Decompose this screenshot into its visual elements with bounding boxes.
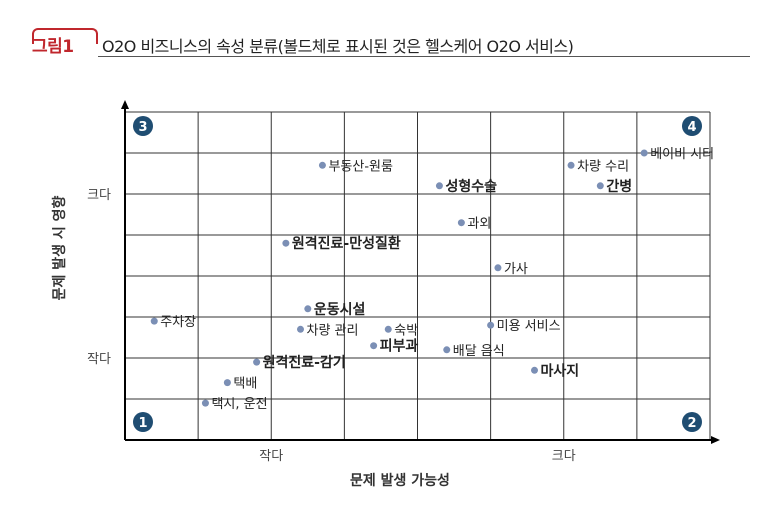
- data-point: [457, 219, 465, 227]
- data-point: [297, 325, 304, 333]
- data-point: [443, 346, 451, 354]
- data-point-label: 원격진료-만성질환: [292, 235, 401, 252]
- data-point: [531, 366, 538, 374]
- data-point: [640, 149, 648, 157]
- figure-tag: 그림1: [32, 37, 74, 57]
- quadrant-badge-label: 4: [687, 120, 696, 135]
- data-point-label: 마사지: [541, 363, 580, 379]
- quadrant-badge-label: 2: [687, 416, 696, 431]
- data-point: [253, 358, 261, 366]
- data-point: [318, 161, 326, 169]
- data-point: [487, 321, 495, 329]
- data-point: [150, 317, 158, 325]
- data-point-label: 원격진료-감기: [263, 354, 346, 371]
- data-point-label: 차량 수리: [577, 159, 629, 174]
- x-tick-label: 크다: [552, 449, 576, 464]
- data-point-label: 배달 음식: [453, 344, 505, 359]
- data-point: [304, 305, 312, 313]
- data-point-label: 숙박: [394, 323, 418, 338]
- x-axis-arrow: [711, 436, 720, 444]
- data-point: [596, 182, 604, 190]
- header-rule: [98, 56, 750, 57]
- x-tick-label: 작다: [259, 449, 283, 464]
- data-point-label: 가사: [504, 262, 528, 277]
- y-tick-label: 크다: [87, 188, 111, 203]
- quadrant-badge: [133, 412, 153, 432]
- data-point-label: 성형수술: [445, 178, 497, 195]
- data-point: [567, 161, 575, 169]
- data-point-label: 간병: [606, 178, 632, 195]
- figure-title: O2O 비즈니스의 속성 분류(볼드체로 표시된 것은 헬스케어 O2O 서비스…: [102, 37, 574, 56]
- data-point-label: 부동산-원룸: [328, 159, 393, 174]
- y-tick-label: 작다: [87, 352, 111, 367]
- figure-header: 그림1 O2O 비즈니스의 속성 분류(볼드체로 표시된 것은 헬스케어 O2O…: [32, 28, 750, 62]
- data-point: [435, 182, 443, 190]
- data-point-label: 운동시설: [314, 302, 366, 318]
- x-axis-label: 문제 발생 가능성: [350, 473, 450, 489]
- data-point-label: 택배: [233, 377, 257, 392]
- data-point: [494, 264, 502, 272]
- figure-tag-bracket: [32, 28, 98, 44]
- quadrant-badge: [682, 412, 702, 432]
- data-point-label: 주차장: [160, 315, 196, 330]
- quadrant-badge: [133, 116, 153, 136]
- y-axis-arrow: [121, 100, 129, 109]
- data-point-label: 피부과: [380, 339, 419, 355]
- data-point-label: 베이비 시터: [650, 147, 714, 162]
- data-point-label: 택시, 운전: [211, 397, 267, 412]
- quadrant-badge-label: 1: [138, 416, 147, 431]
- quadrant-badge-label: 3: [138, 120, 147, 135]
- quadrant-badge: [682, 116, 702, 136]
- data-point-label: 차량 관리: [307, 323, 359, 338]
- data-point: [282, 239, 290, 247]
- data-point-label: 과외: [467, 217, 491, 232]
- data-point: [370, 342, 378, 350]
- data-point: [384, 325, 392, 333]
- data-point: [223, 379, 231, 387]
- data-point-label: 미용 서비스: [497, 319, 561, 334]
- data-point: [201, 399, 209, 407]
